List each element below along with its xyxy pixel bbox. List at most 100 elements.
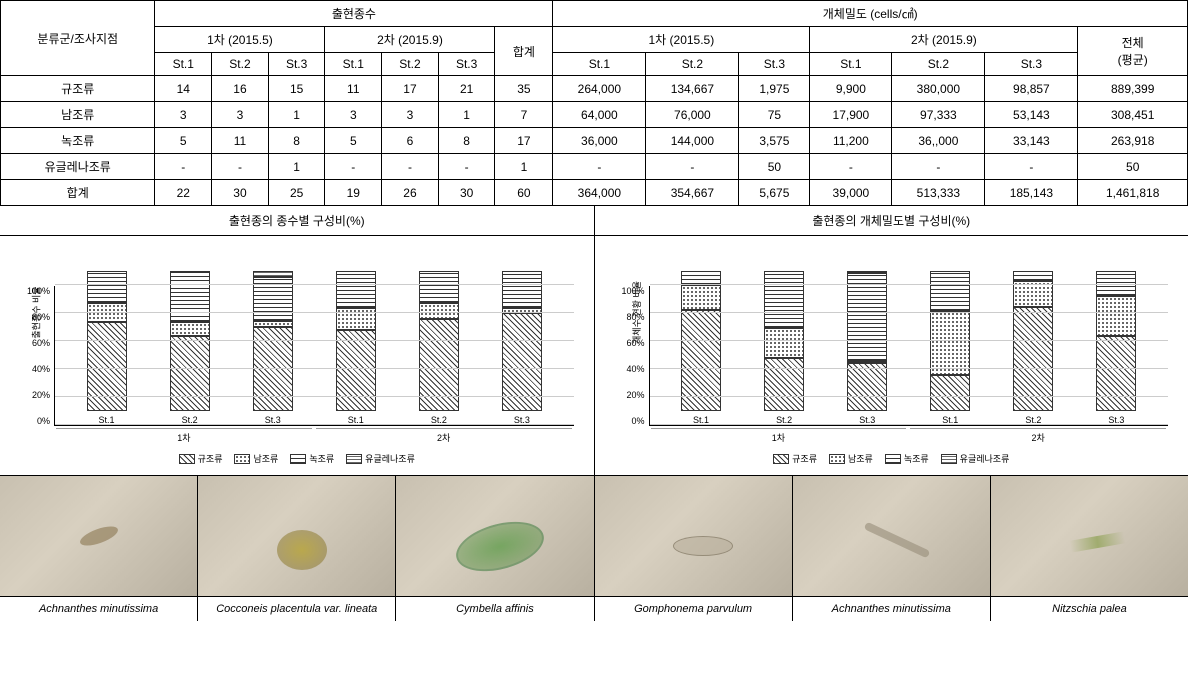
- specimen-shape: [673, 536, 733, 556]
- table-cell: 6: [382, 128, 439, 154]
- table-cell: 134,667: [646, 76, 739, 102]
- specimen-image: [595, 476, 792, 596]
- y-axis-label: 개체수 현황 비율: [629, 281, 642, 344]
- table-cell: 규조류: [1, 76, 155, 102]
- bar-segment: [336, 271, 376, 308]
- stacked-bar: [847, 271, 887, 411]
- bar-group: St.3: [480, 271, 563, 425]
- table-cell: 98,857: [985, 76, 1078, 102]
- table-cell: 1: [268, 102, 325, 128]
- specimen-cell: Gomphonema parvulum: [595, 476, 793, 621]
- legend-label: 남조류: [253, 452, 278, 465]
- stacked-bar: [170, 271, 210, 411]
- table-cell: 1: [438, 102, 495, 128]
- chart-right: 개체수 현황 비율100%80%60%40%20%0%St.1St.2St.3S…: [595, 236, 1188, 475]
- bar-group: St.2: [743, 271, 826, 425]
- chart-left: 출현종수 비율100%80%60%40%20%0%St.1St.2St.3St.…: [0, 236, 595, 475]
- table-cell: 5: [325, 128, 382, 154]
- table-cell: 144,000: [646, 128, 739, 154]
- col-st1: St.1: [325, 53, 382, 76]
- table-cell: 17,900: [810, 102, 892, 128]
- legend-swatch: [179, 454, 195, 464]
- table-cell: 유글레나조류: [1, 154, 155, 180]
- sum-header: 합계: [495, 27, 553, 76]
- table-cell: 17: [495, 128, 553, 154]
- total-avg-header: 전체 (평균): [1078, 27, 1188, 76]
- stacked-bar: [502, 271, 542, 411]
- table-cell: -: [646, 154, 739, 180]
- bar-group: St.1: [65, 271, 148, 425]
- x-group-label: 2차: [910, 428, 1166, 444]
- specimen-label: Achnanthes minutissima: [0, 596, 197, 621]
- table-cell: 264,000: [553, 76, 646, 102]
- specimen-shape: [1069, 531, 1125, 552]
- table-cell: 25: [268, 180, 325, 206]
- table-cell: 53,143: [985, 102, 1078, 128]
- specimen-label: Cymbella affinis: [396, 596, 593, 621]
- specimen-label: Gomphonema parvulum: [595, 596, 792, 621]
- y-axis-label: 출현종수 비율: [30, 286, 43, 338]
- bar-segment: [764, 271, 804, 328]
- legend-label: 유글레나조류: [365, 452, 415, 465]
- stacked-bar: [681, 271, 721, 411]
- specimen-image: [396, 476, 593, 596]
- col-st3: St.3: [739, 53, 810, 76]
- legend-label: 규조류: [198, 452, 223, 465]
- table-cell: 22: [155, 180, 212, 206]
- col-st2: St.2: [892, 53, 985, 76]
- table-cell: 30: [212, 180, 269, 206]
- table-cell: 3,575: [739, 128, 810, 154]
- survey1-header: 1차 (2015.5): [155, 27, 325, 53]
- bar-segment: [1096, 336, 1136, 411]
- legend-swatch: [290, 454, 306, 464]
- table-cell: 11: [325, 76, 382, 102]
- bars-area: St.1St.2St.3St.1St.2St.3: [54, 286, 574, 426]
- specimen-shape: [77, 523, 119, 550]
- table-cell: 185,143: [985, 180, 1078, 206]
- table-cell: 308,451: [1078, 102, 1188, 128]
- specimen-cell: Achnanthes minutissima: [793, 476, 991, 621]
- bar-group: St.3: [231, 271, 314, 425]
- bar-segment: [170, 336, 210, 411]
- legend-swatch: [941, 454, 957, 464]
- table-cell: 76,000: [646, 102, 739, 128]
- table-cell: 889,399: [1078, 76, 1188, 102]
- x-group-label: 1차: [56, 428, 312, 444]
- table-cell: -: [892, 154, 985, 180]
- legend-swatch: [885, 454, 901, 464]
- table-row: 남조류331331764,00076,0007517,90097,33353,1…: [1, 102, 1188, 128]
- stacked-bar: [336, 271, 376, 411]
- specimen-cell: Achnanthes minutissima: [0, 476, 198, 621]
- legend-swatch: [346, 454, 362, 464]
- specimen-image: [793, 476, 990, 596]
- stacked-bar: [1096, 271, 1136, 411]
- table-cell: 21: [438, 76, 495, 102]
- table-cell: -: [553, 154, 646, 180]
- bar-segment: [681, 271, 721, 285]
- col-st2: St.2: [646, 53, 739, 76]
- y-tick: 40%: [20, 364, 50, 374]
- table-cell: 1: [268, 154, 325, 180]
- table-cell: 30: [438, 180, 495, 206]
- table-cell: 33,143: [985, 128, 1078, 154]
- table-cell: 50: [739, 154, 810, 180]
- legend-item: 규조류: [773, 452, 817, 465]
- table-cell: 15: [268, 76, 325, 102]
- specimen-shape: [277, 530, 327, 570]
- bar-group: St.2: [397, 271, 480, 425]
- table-cell: 39,000: [810, 180, 892, 206]
- table-cell: -: [438, 154, 495, 180]
- legend-swatch: [234, 454, 250, 464]
- bar-segment: [764, 328, 804, 358]
- legend-item: 규조류: [179, 452, 223, 465]
- col-st2: St.2: [212, 53, 269, 76]
- bar-segment: [87, 322, 127, 411]
- chart-section-titles: 출현종의 종수별 구성비(%) 출현종의 개체밀도별 구성비(%): [0, 206, 1188, 236]
- bar-segment: [419, 271, 459, 303]
- table-cell: 36,000: [553, 128, 646, 154]
- table-row: 규조류14161511172135264,000134,6671,9759,90…: [1, 76, 1188, 102]
- table-cell: 3: [155, 102, 212, 128]
- table-cell: 16: [212, 76, 269, 102]
- y-tick: 60%: [20, 338, 50, 348]
- survey2d-header: 2차 (2015.9): [810, 27, 1078, 53]
